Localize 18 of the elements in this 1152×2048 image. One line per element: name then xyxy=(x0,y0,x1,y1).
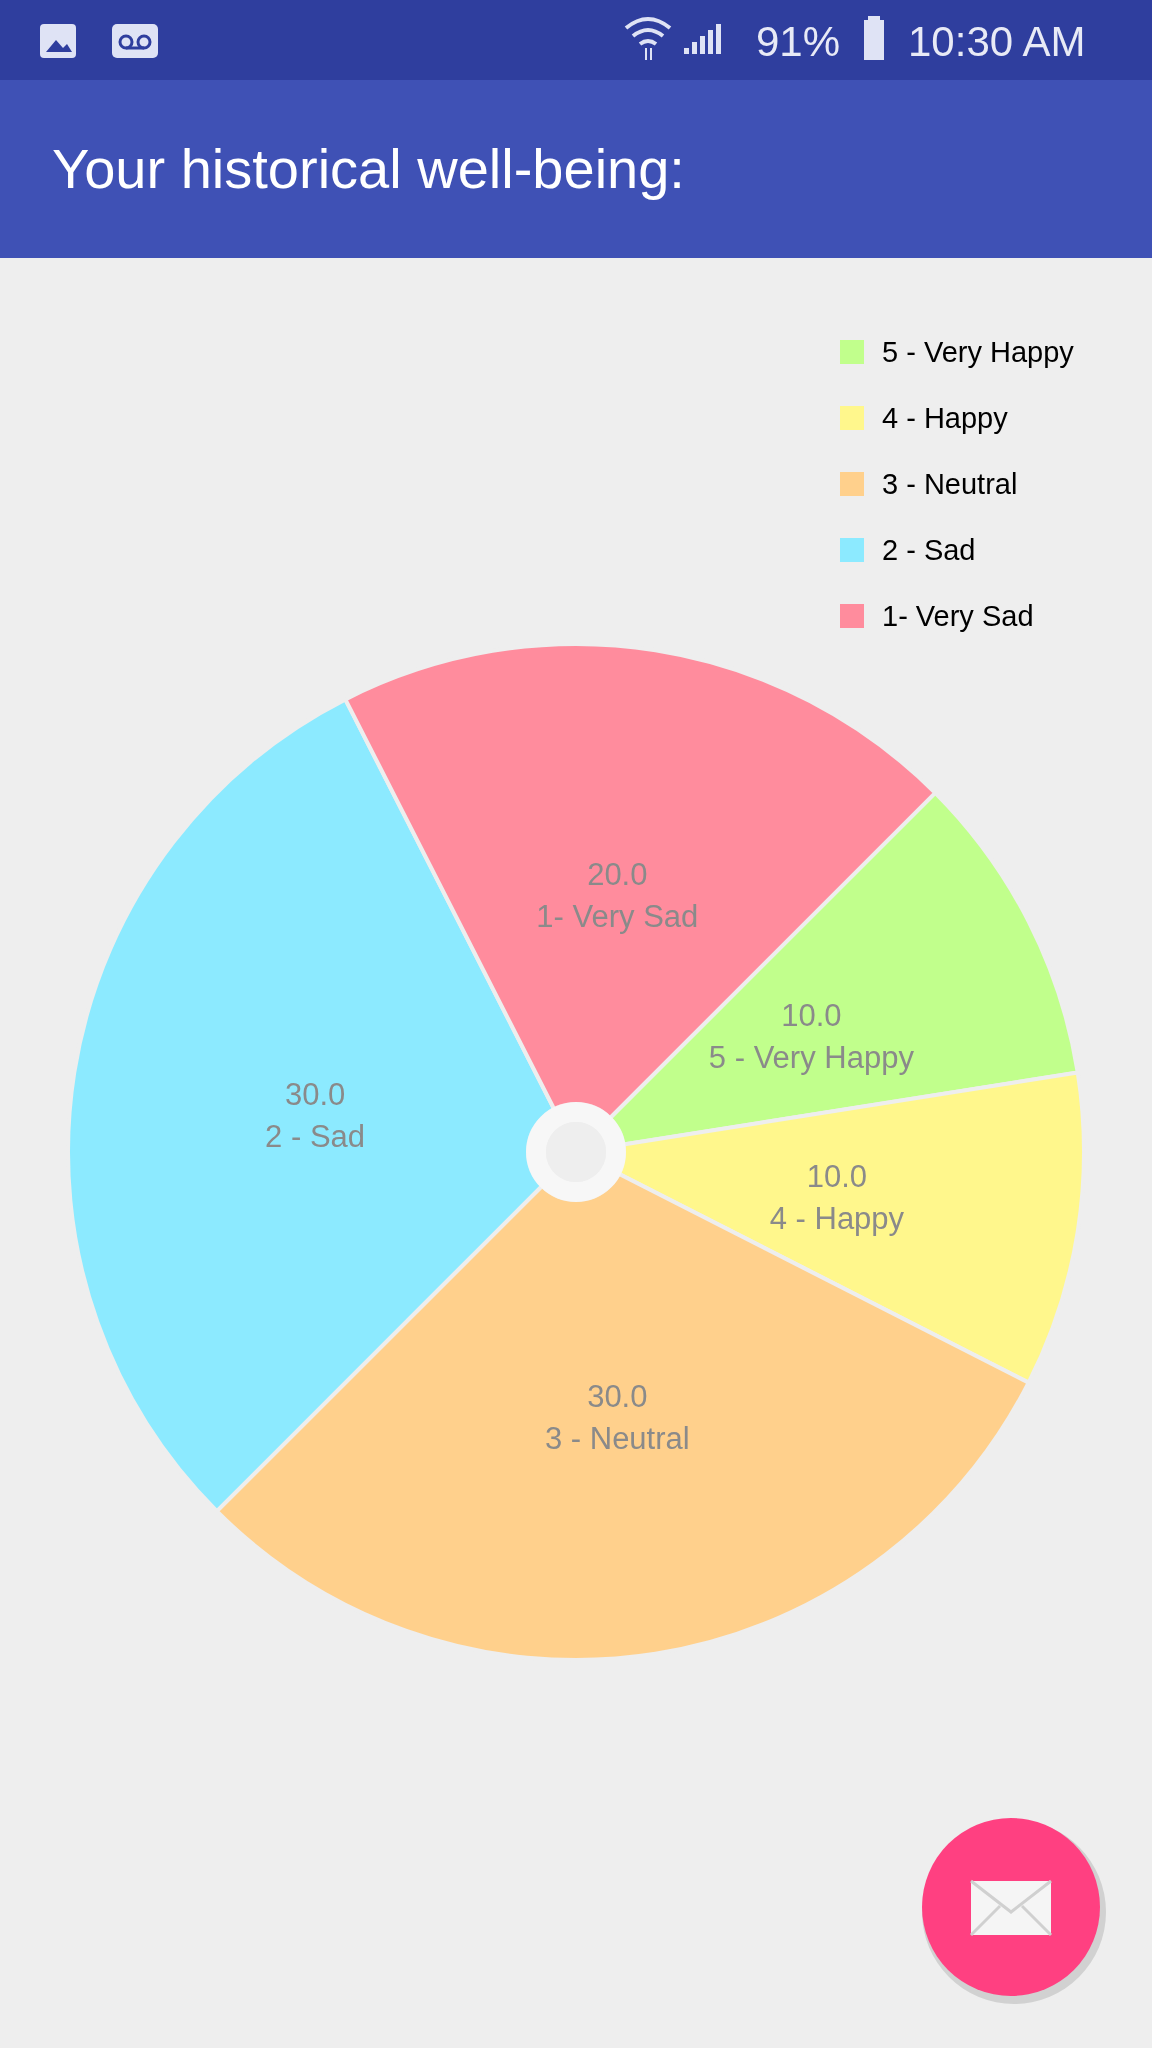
slice-label: 4 - Happy xyxy=(769,1201,905,1237)
legend-label: 3 - Neutral xyxy=(882,468,1018,500)
slice-label: 3 - Neutral xyxy=(544,1420,690,1456)
slice-label: 2 - Sad xyxy=(265,1118,366,1154)
legend-label: 4 - Happy xyxy=(882,402,1009,434)
data-label: 10.0 xyxy=(806,1159,868,1195)
legend-label: 2 - Sad xyxy=(882,534,976,566)
data-label: 30.0 xyxy=(587,1378,648,1414)
data-label: 20.0 xyxy=(587,857,648,893)
slice-label: 5 - Very Happy xyxy=(708,1040,915,1076)
slice-label: 1- Very Sad xyxy=(536,899,699,935)
legend-label: 1- Very Sad xyxy=(882,600,1034,632)
text: 10:30 AM xyxy=(908,18,1086,65)
legend-label: 5 - Very Happy xyxy=(882,336,1075,368)
data-label: 30.0 xyxy=(284,1076,346,1112)
chart-title: Your historical well-being: xyxy=(52,137,685,200)
text: 91% xyxy=(756,18,841,65)
data-label: 10.0 xyxy=(781,998,842,1034)
